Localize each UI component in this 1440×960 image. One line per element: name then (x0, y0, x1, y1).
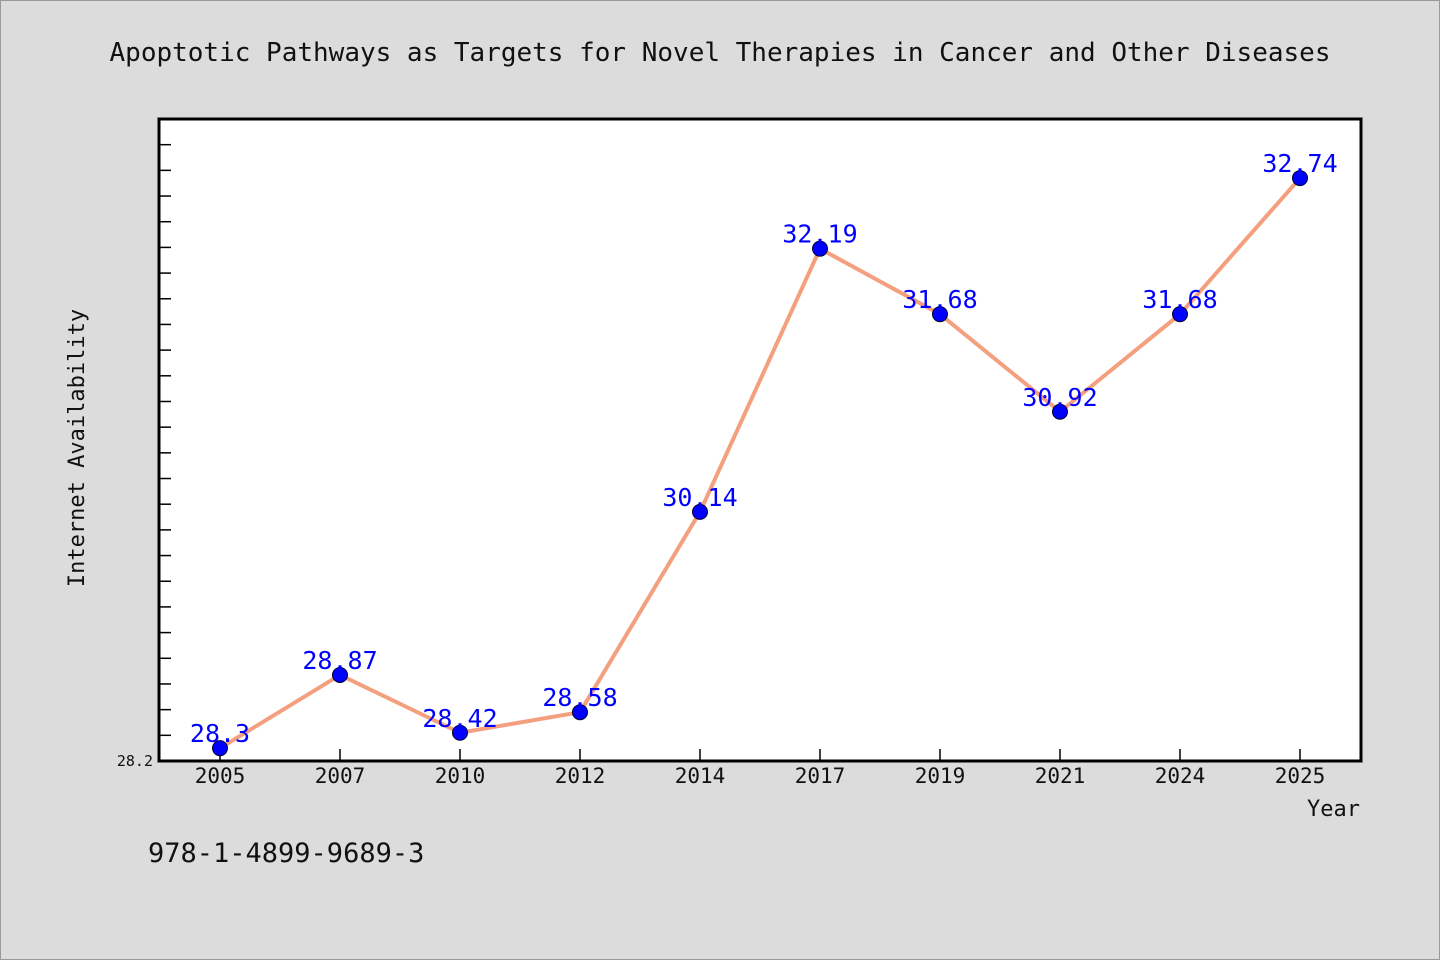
x-tick-label: 2017 (795, 764, 846, 788)
footnote-isbn: 978-1-4899-9689-3 (148, 838, 424, 869)
data-label: 30.14 (662, 483, 737, 512)
data-point (1292, 170, 1308, 187)
data-point (452, 724, 468, 741)
data-label: 28.58 (542, 683, 617, 712)
data-point (692, 503, 708, 520)
x-tick-label: 2012 (555, 764, 606, 788)
data-label: 28.3 (190, 719, 250, 748)
x-tick-label: 2021 (1035, 764, 1086, 788)
x-tick-label: 2007 (315, 764, 366, 788)
series-group: 28.3 28.87 28.42 28.58 30.14 32.19 31.68 30.92 3… (190, 149, 1338, 757)
chart-title: Apoptotic Pathways as Targets for Novel … (110, 38, 1331, 68)
data-point (932, 306, 948, 323)
plot-area (157, 117, 1363, 763)
series-line (218, 176, 1302, 750)
data-point (812, 240, 828, 257)
data-label: 28.87 (302, 646, 377, 675)
x-tick-label: 2025 (1275, 764, 1326, 788)
x-tick-label: 2005 (195, 764, 246, 788)
data-label: 28.42 (422, 704, 497, 733)
data-point (1052, 403, 1068, 420)
data-label: 32.19 (782, 220, 857, 249)
data-label: 30.92 (1022, 383, 1097, 412)
data-label: 31.68 (1142, 285, 1217, 314)
x-tick-label: 2014 (675, 764, 726, 788)
y-axis-ticks (159, 118, 171, 762)
y-tick-label: 28.2 (117, 752, 153, 770)
data-label: 32.74 (1262, 149, 1337, 178)
data-point (212, 740, 228, 757)
y-axis-label: Internet Availability (65, 309, 90, 587)
data-point (572, 704, 588, 721)
x-axis-ticks: 2005 2007 2010 2012 2014 2017 2019 2021 2024 2025 (195, 749, 1326, 788)
x-tick-label: 2010 (435, 764, 486, 788)
data-label: 31.68 (902, 285, 977, 314)
data-point (1172, 306, 1188, 323)
x-tick-label: 2019 (915, 764, 966, 788)
x-axis-label: Year (1307, 797, 1360, 822)
x-tick-label: 2024 (1155, 764, 1206, 788)
data-point (332, 666, 348, 683)
